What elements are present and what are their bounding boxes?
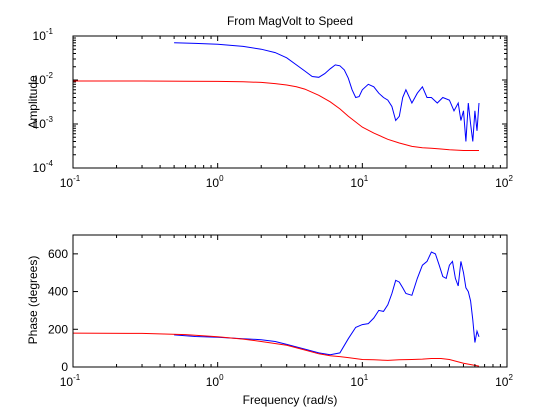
amplitude-axes: From MagVolt to Speed Amplitude 10-1 100 1… (26, 14, 513, 190)
phase-plot-frame (72, 234, 508, 368)
phase-series-line-blue (174, 251, 480, 356)
x-tick-label: 102 (495, 373, 513, 389)
y-tick-label: 0 (61, 360, 68, 374)
y-tick-label: 10-2 (33, 71, 54, 87)
amplitude-series (73, 42, 480, 151)
y-tick-label: 10-3 (33, 115, 54, 131)
x-tick-label: 102 (495, 174, 513, 190)
x-tick-label: 101 (350, 174, 368, 190)
x-tick-label: 10-1 (60, 174, 81, 190)
amplitude-y-label: Amplitude (26, 75, 40, 129)
amplitude-series-line-blue (174, 42, 480, 142)
phase-axes: Phase (degrees) Frequency (rad/s) 10-1 10… (26, 234, 513, 407)
y-tick-label: 200 (48, 322, 68, 336)
amplitude-series-line-red (73, 80, 479, 151)
y-tick-label: 400 (48, 285, 68, 299)
y-tick-label: 600 (48, 247, 68, 261)
x-tick-label: 100 (206, 373, 224, 389)
y-tick-label: 10-1 (33, 27, 54, 43)
x-tick-label: 100 (206, 174, 224, 190)
amplitude-plot-frame (72, 35, 508, 169)
phase-ticks: 10-1 100 101 102 0 200 400 600 (48, 235, 513, 389)
x-tick-label: 10-1 (60, 373, 81, 389)
phase-series-line-red (72, 332, 480, 367)
frequency-x-label: Frequency (rad/s) (243, 393, 338, 407)
x-tick-label: 101 (350, 373, 368, 389)
phase-series (72, 251, 480, 367)
chart-title: From MagVolt to Speed (227, 14, 353, 28)
y-tick-label: 10-4 (33, 159, 54, 175)
phase-y-label: Phase (degrees) (26, 256, 40, 345)
